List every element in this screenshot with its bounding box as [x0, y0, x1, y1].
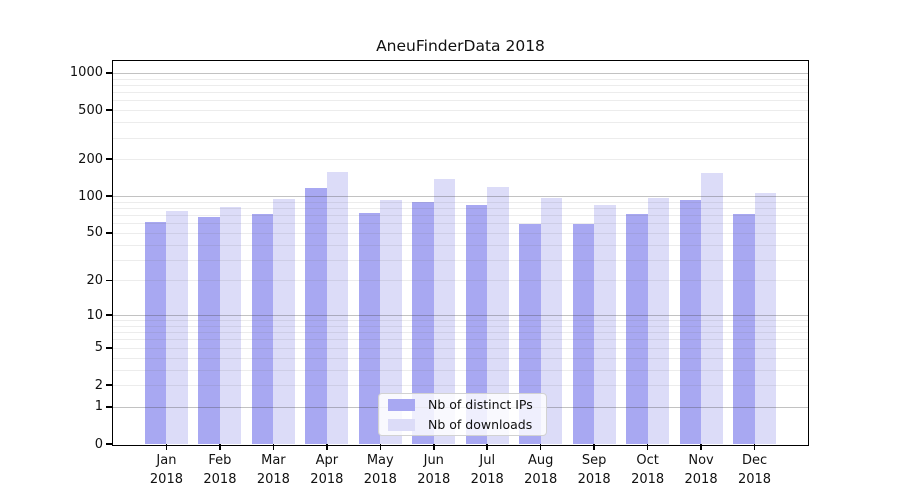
x-tick-mark [165, 444, 168, 450]
x-tick-mark [593, 444, 595, 450]
y-tick-label: 500 [78, 102, 103, 118]
x-tick-label: Jul 2018 [470, 453, 504, 487]
y-tick-mark [106, 279, 113, 282]
x-tick-label: Aug 2018 [524, 453, 558, 487]
x-tick-label: Jun 2018 [417, 453, 451, 487]
bar [380, 200, 402, 444]
y-tick-mark [106, 443, 113, 445]
bar [647, 197, 670, 444]
bar [433, 178, 456, 444]
y-tick-mark [106, 406, 113, 408]
y-tick-label: 1 [94, 399, 103, 415]
chart-title: AneuFinderData 2018 [376, 37, 545, 55]
y-tick-label: 1000 [69, 65, 103, 81]
y-tick-label: 100 [78, 188, 103, 204]
bar [198, 216, 220, 444]
x-tick-mark [539, 444, 542, 450]
y-tick-label: 0 [94, 436, 103, 452]
y-tick-mark [106, 195, 113, 197]
bar [219, 206, 242, 444]
bar [540, 197, 563, 444]
bar [251, 214, 274, 444]
x-tick-mark [433, 444, 435, 450]
plot-area [112, 60, 809, 446]
x-tick-mark [700, 444, 702, 450]
bar [358, 212, 381, 444]
x-tick-mark [379, 444, 382, 450]
bar [519, 224, 541, 444]
bar [679, 200, 702, 444]
x-tick-label: Sep 2018 [577, 453, 611, 487]
bar [733, 214, 755, 444]
bar [626, 214, 648, 444]
legend-row-downloads: Nb of downloads [388, 417, 546, 432]
bar [412, 201, 434, 444]
y-tick-label: 50 [86, 225, 103, 241]
y-tick-mark [106, 109, 113, 111]
x-tick-label: Apr 2018 [310, 453, 344, 487]
bar [326, 171, 349, 444]
x-tick-label: Oct 2018 [631, 453, 665, 487]
bar [701, 172, 723, 444]
x-tick-mark [486, 444, 488, 450]
legend-label-downloads: Nb of downloads [428, 417, 533, 432]
bar [465, 205, 488, 444]
bar [273, 198, 295, 444]
x-tick-mark [219, 444, 221, 450]
bar [594, 205, 616, 444]
x-tick-label: Dec 2018 [737, 453, 772, 487]
bar [487, 186, 509, 444]
y-tick-label: 5 [94, 340, 103, 356]
legend: Nb of distinct IPs Nb of downloads [378, 393, 547, 436]
legend-row-distinct-ips: Nb of distinct IPs [388, 397, 546, 412]
y-tick-label: 10 [86, 307, 103, 323]
bar [754, 193, 777, 444]
legend-swatch-downloads [388, 418, 415, 431]
x-tick-label: Feb 2018 [203, 453, 237, 487]
bar [144, 222, 167, 444]
x-tick-mark [272, 444, 275, 450]
y-tick-label: 200 [78, 151, 103, 167]
x-tick-mark [326, 444, 328, 450]
bar [305, 187, 327, 444]
bar [572, 224, 595, 444]
x-tick-label: May 2018 [363, 453, 397, 487]
y-tick-mark [106, 158, 113, 160]
x-tick-mark [753, 444, 756, 450]
y-tick-mark [106, 72, 113, 74]
y-tick-mark [106, 232, 113, 234]
y-tick-label: 20 [86, 272, 103, 288]
legend-swatch-distinct-ips [388, 398, 415, 411]
x-tick-mark [646, 444, 649, 450]
y-tick-label: 2 [94, 377, 103, 393]
x-tick-label: Mar 2018 [256, 453, 290, 487]
y-tick-mark [106, 314, 113, 316]
bar [166, 211, 188, 444]
x-tick-label: Nov 2018 [684, 453, 718, 487]
y-tick-mark [106, 347, 113, 349]
x-tick-label: Jan 2018 [149, 453, 183, 487]
y-tick-mark [106, 384, 113, 386]
legend-label-distinct-ips: Nb of distinct IPs [428, 397, 533, 412]
